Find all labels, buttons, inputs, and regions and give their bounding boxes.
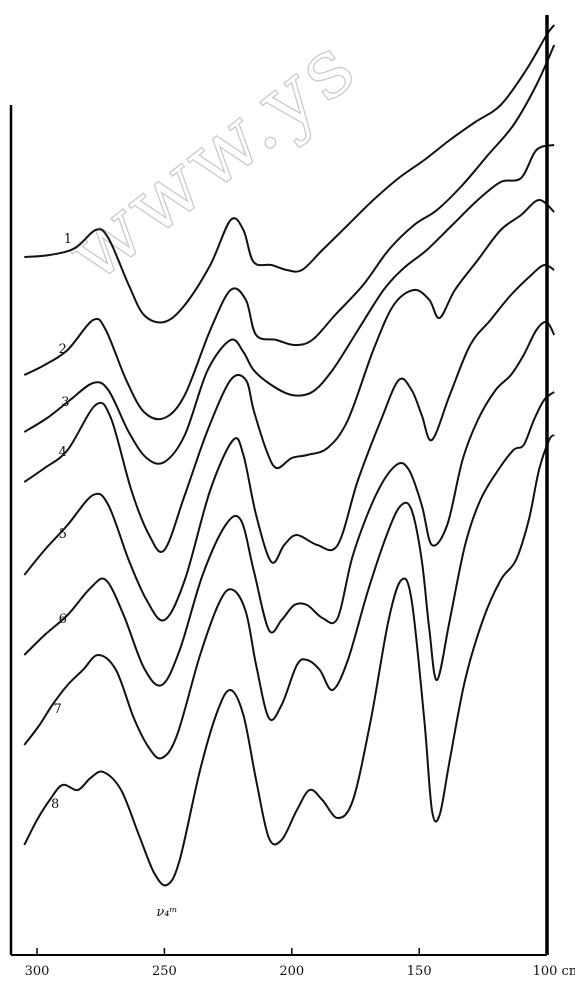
x-tick-label-150: 150 — [407, 964, 432, 979]
curve-8 — [23, 434, 555, 887]
curve-1 — [24, 24, 556, 324]
curve-4 — [23, 199, 555, 553]
curves — [23, 24, 556, 887]
curve-2 — [23, 44, 556, 421]
x-tick-label-250: 250 — [152, 964, 177, 979]
watermark: www.ys — [49, 17, 375, 301]
curve-label-2: 2 — [59, 342, 67, 357]
x-tick-label-200: 200 — [279, 964, 304, 979]
nu4-annotation: ν₄ᵐ — [156, 905, 177, 920]
curve-3 — [23, 144, 555, 465]
curve-label-1: 1 — [64, 232, 72, 247]
curve-label-7: 7 — [54, 702, 62, 717]
x-ticks: 300 250 200 150 100 cm⁻¹ — [25, 948, 575, 979]
x-tick-label-300: 300 — [25, 964, 50, 979]
curve-label-8: 8 — [51, 797, 59, 812]
curve-labels: 1 2 3 4 5 6 7 8 — [51, 232, 72, 812]
curve-7 — [23, 391, 555, 760]
curve-6 — [23, 320, 556, 687]
curve-label-3: 3 — [61, 395, 69, 410]
curve-label-4: 4 — [59, 445, 67, 460]
curve-5 — [23, 263, 555, 622]
x-tick-label-100: 100 cm⁻¹ — [533, 964, 575, 979]
curve-label-5: 5 — [59, 527, 67, 542]
curve-label-6: 6 — [59, 612, 67, 627]
